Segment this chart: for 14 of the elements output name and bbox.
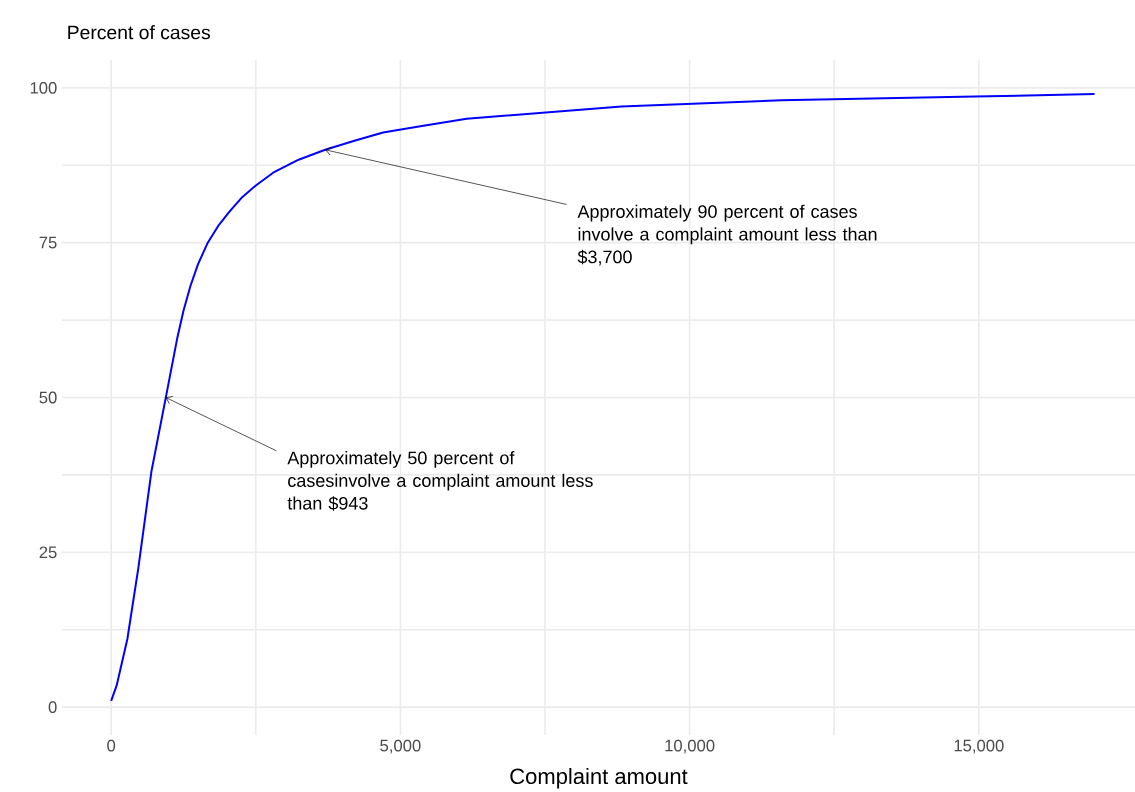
y-tick-label: 25	[39, 546, 57, 559]
x-tick-label: 5,000	[380, 739, 421, 754]
annotation: Approximately 50 percent of casesinvolve a complaint amount less than $943	[287, 451, 593, 511]
y-tick-label: 50	[39, 391, 57, 404]
y-tick-label: 0	[48, 701, 57, 714]
annotation: Approximately 90 percent of cases involve a complaint amount less than $3,700	[577, 204, 877, 266]
line-series	[110, 93, 1096, 702]
y-axis-title: Percent of cases	[68, 25, 210, 40]
x-axis-title: Complaint amount	[510, 767, 688, 789]
x-tick-label: 0	[107, 739, 116, 752]
x-tick-label: 10,000	[665, 739, 715, 754]
y-tick-label: 75	[39, 236, 57, 249]
y-tick-label: 100	[30, 81, 57, 94]
x-tick-label: 15,000	[954, 739, 1004, 754]
